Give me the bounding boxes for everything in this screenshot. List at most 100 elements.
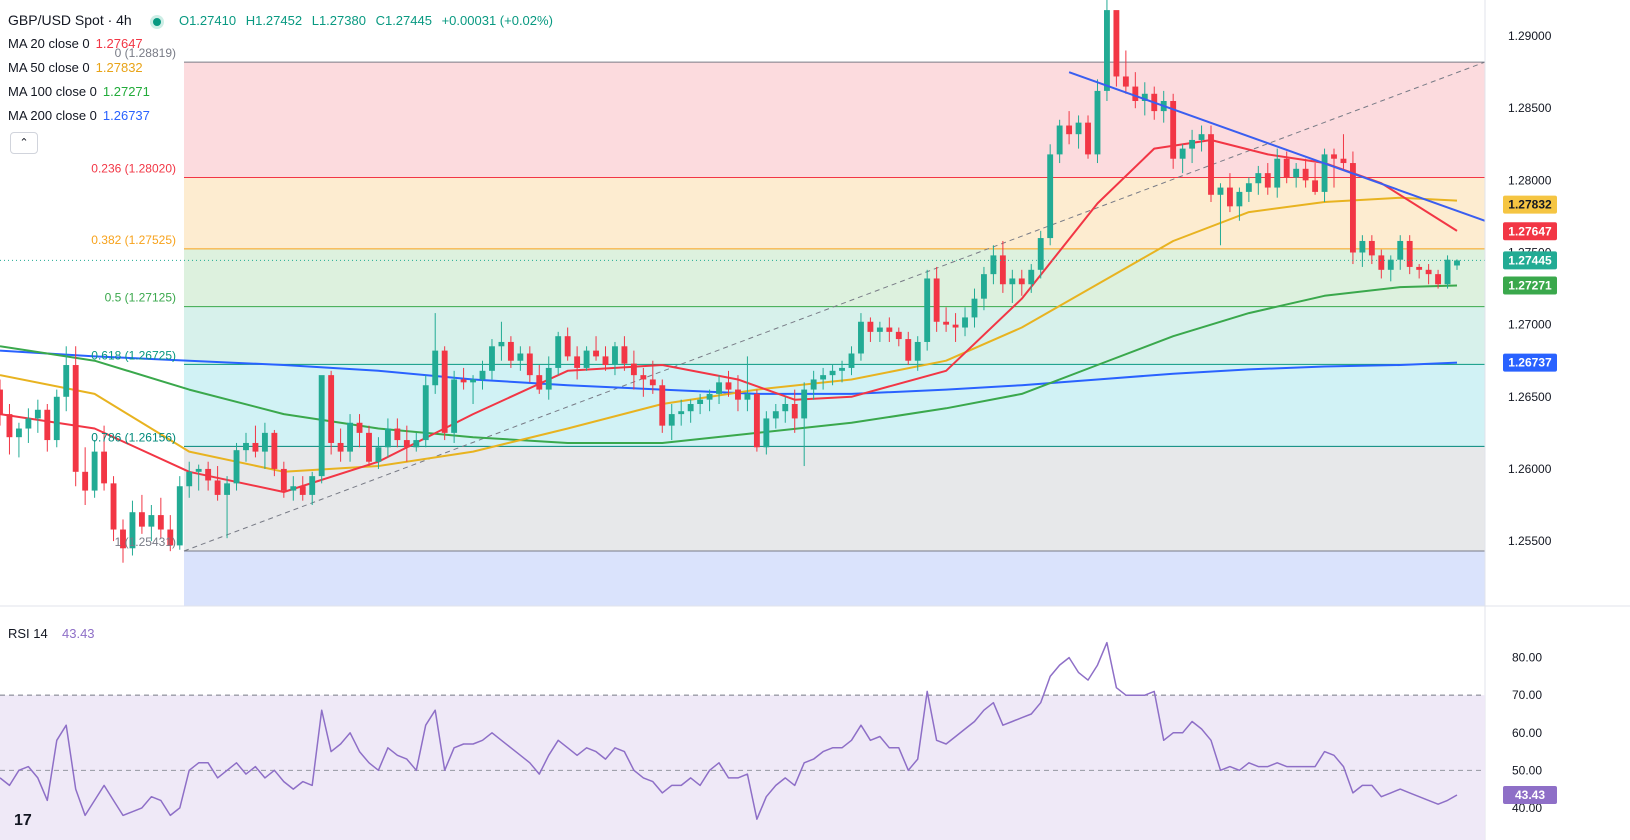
candle-body: [460, 379, 467, 383]
open-value: O1.27410: [178, 13, 237, 28]
candle-body: [649, 379, 656, 386]
candle-body: [224, 483, 230, 495]
candle-body: [309, 476, 316, 495]
candle-body: [44, 409, 51, 441]
candle-body: [328, 375, 335, 443]
rsi-value-tag: [1503, 786, 1557, 805]
fib-zone-5: [184, 446, 1485, 552]
indicator-label: MA 200 close 0: [8, 108, 97, 123]
collapse-legend-button[interactable]: ⌃: [10, 132, 38, 154]
price-tick-label: 1.26500: [1508, 390, 1552, 404]
fib-label-6: 1 (1.25431): [115, 535, 176, 549]
candle-body: [280, 468, 287, 491]
price-tick-label: 1.29000: [1508, 29, 1552, 43]
candle-body: [782, 404, 789, 412]
candle-body: [744, 393, 751, 400]
candle-body: [120, 529, 126, 549]
price-tag-label: 1.27271: [1508, 279, 1552, 293]
candle-body: [990, 255, 997, 275]
candle-body: [1340, 158, 1347, 164]
candle-body: [261, 432, 268, 452]
tradingview-logo-icon[interactable]: 17: [14, 812, 32, 829]
candle-body: [0, 389, 3, 415]
candle-body: [1368, 240, 1375, 256]
indicator-ma100[interactable]: MA 100 close 0 1.27271: [8, 80, 559, 104]
candle-body: [753, 393, 760, 448]
candle-body: [895, 331, 902, 340]
price-tag-bg: [1503, 222, 1557, 241]
price-tag-label: 1.26737: [1508, 356, 1552, 370]
candle-body: [347, 422, 353, 452]
indicator-ma20[interactable]: MA 20 close 0 1.27647: [8, 32, 559, 56]
fibonacci-labels: 0 (1.28819) 0.236 (1.28020) 0.382 (1.27525…: [91, 46, 176, 549]
candle-body: [451, 379, 458, 433]
indicator-ma200[interactable]: MA 200 close 0 1.26737: [8, 104, 559, 128]
candle-body: [943, 321, 950, 325]
candle-body: [1028, 269, 1035, 285]
candle-body: [252, 442, 259, 452]
candle-body: [375, 447, 382, 462]
fib-label-5: 0.786 (1.26156): [91, 430, 176, 444]
rsi-tick-label: 40.00: [1512, 801, 1542, 815]
candle-body: [725, 382, 732, 390]
candle-body: [1113, 10, 1120, 77]
indicator-label: MA 100 close 0: [8, 84, 97, 99]
candle-body: [1264, 173, 1271, 188]
candle-body: [829, 370, 836, 376]
candle-body: [1236, 191, 1243, 207]
ma20-line: [0, 139, 1458, 493]
price-tick-label: 1.25500: [1508, 534, 1552, 548]
candle-body: [1075, 122, 1082, 135]
trendline-line: [1068, 71, 1486, 222]
candle-body: [933, 278, 940, 322]
candle-body: [536, 375, 543, 390]
rsi-tick-label: 70.00: [1512, 688, 1542, 702]
candle-body: [630, 363, 637, 376]
candle-body: [1085, 122, 1091, 155]
candle-body: [801, 389, 808, 419]
candle-body: [1283, 158, 1290, 178]
candle-body: [1435, 274, 1442, 285]
price-tick-label: 1.28500: [1508, 101, 1552, 115]
fib-zone-1: [184, 177, 1485, 249]
fibonacci-diagonal: [183, 61, 1486, 552]
candle-body: [167, 529, 174, 546]
candle-body: [356, 422, 363, 433]
candle-body: [659, 385, 666, 426]
indicator-label: MA 20 close 0: [8, 36, 90, 51]
candle-body: [1198, 134, 1205, 140]
candle-body: [583, 350, 590, 368]
rsi-tick-label: 60.00: [1512, 726, 1542, 740]
fib-label-4: 0.618 (1.26725): [91, 348, 176, 362]
price-tag-bg: [1503, 276, 1557, 295]
candle-body: [962, 317, 968, 328]
candle-body: [53, 396, 60, 441]
fib-label-3: 0.5 (1.27125): [105, 291, 176, 305]
candle-body: [1416, 266, 1423, 270]
candle-body: [716, 382, 722, 394]
candle-body: [243, 442, 249, 451]
price-tag-bg: [1503, 251, 1557, 270]
candle-body: [1331, 154, 1337, 159]
candle-body: [1227, 187, 1233, 207]
candle-body: [138, 512, 145, 527]
candle-body: [867, 321, 874, 332]
candle-body: [621, 346, 628, 364]
candle-body: [1444, 259, 1451, 285]
candle-body: [422, 385, 429, 441]
candle-body: [735, 389, 741, 400]
candle-body: [507, 341, 514, 361]
candle-body: [952, 324, 959, 328]
candle-body: [72, 365, 79, 472]
indicator-ma50[interactable]: MA 50 close 0 1.27832: [8, 56, 559, 80]
candle-body: [593, 350, 599, 357]
symbol-title[interactable]: GBP/USD Spot · 4h: [8, 12, 132, 28]
candle-body: [1094, 90, 1101, 155]
candle-body: [1122, 76, 1129, 87]
candle-body: [678, 411, 685, 415]
price-tick-label: 1.28000: [1508, 173, 1552, 187]
candle-body: [432, 350, 439, 386]
candle-body: [110, 483, 117, 530]
fib-label-1: 0.236 (1.28020): [91, 161, 176, 175]
